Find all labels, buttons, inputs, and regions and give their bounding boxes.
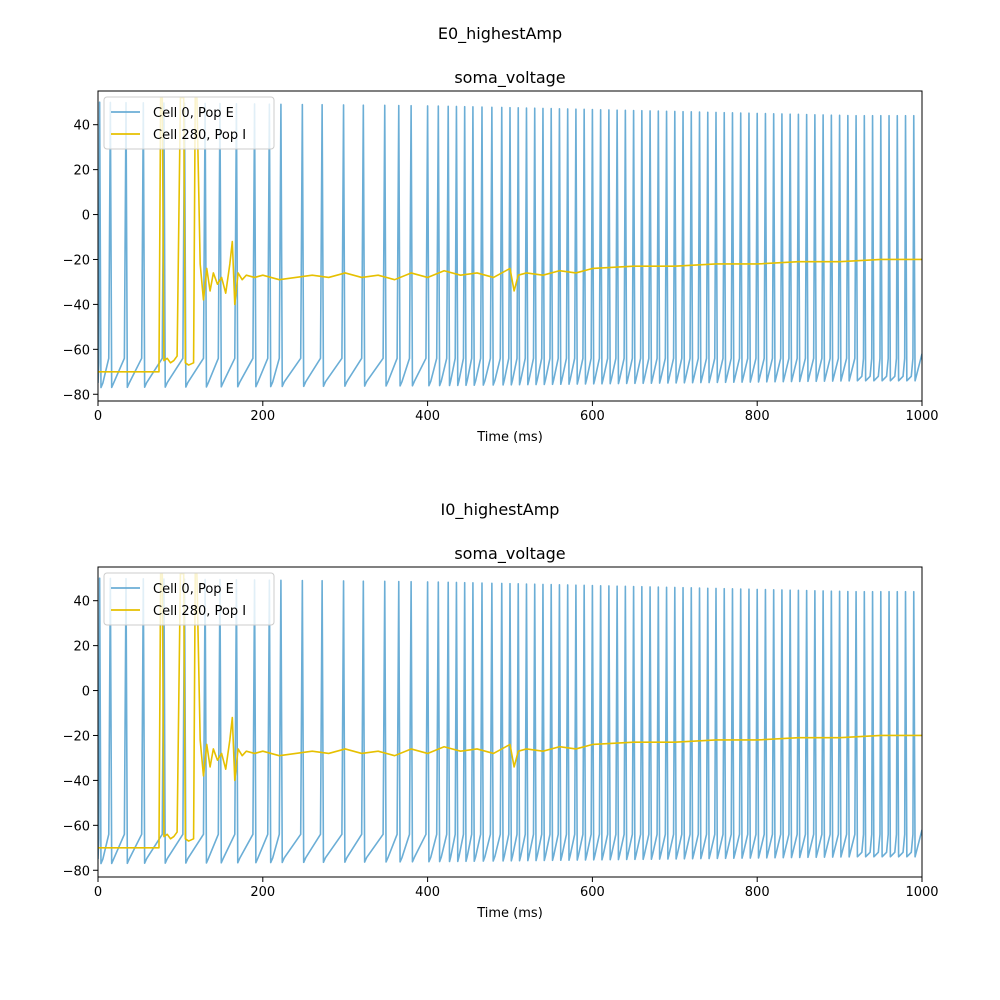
y-tick-label: −20 bbox=[63, 253, 90, 268]
x-tick-label: 600 bbox=[580, 885, 605, 900]
series-line-0 bbox=[98, 577, 922, 865]
y-tick-label: −40 bbox=[63, 774, 90, 789]
legend-label-0: Cell 0, Pop E bbox=[153, 582, 234, 597]
x-tick-label: 0 bbox=[94, 409, 102, 424]
x-tick-label: 1000 bbox=[905, 885, 938, 900]
y-tick-label: 40 bbox=[73, 595, 90, 610]
x-tick-label: 200 bbox=[250, 409, 275, 424]
legend: Cell 0, Pop E Cell 280, Pop I bbox=[103, 96, 275, 150]
figure-1-suptitle: E0_highestAmp bbox=[437, 24, 563, 43]
figure-2-suptitle: I0_highestAmp bbox=[440, 500, 560, 519]
y-tick-label: −60 bbox=[63, 343, 90, 358]
series-line-0 bbox=[98, 101, 922, 389]
axes-frame bbox=[97, 90, 923, 402]
x-axis-label: Time (ms) bbox=[476, 906, 543, 921]
axes-frame bbox=[97, 566, 923, 878]
y-tick-label: 20 bbox=[73, 640, 90, 655]
x-tick-label: 0 bbox=[94, 885, 102, 900]
legend-box bbox=[103, 96, 275, 150]
legend-label-1: Cell 280, Pop I bbox=[153, 128, 246, 143]
y-tick-label: 0 bbox=[82, 685, 90, 700]
x-tick-label: 800 bbox=[745, 885, 770, 900]
y-tick-label: 40 bbox=[73, 119, 90, 134]
y-tick-label: 0 bbox=[82, 209, 90, 224]
y-tick-label: −20 bbox=[63, 729, 90, 744]
legend-label-0: Cell 0, Pop E bbox=[153, 106, 234, 121]
x-tick-label: 600 bbox=[580, 409, 605, 424]
legend-box bbox=[103, 572, 275, 626]
y-tick-label: −60 bbox=[63, 819, 90, 834]
legend: Cell 0, Pop E Cell 280, Pop I bbox=[103, 572, 275, 626]
x-tick-label: 1000 bbox=[905, 409, 938, 424]
x-tick-label: 200 bbox=[250, 885, 275, 900]
y-tick-label: 20 bbox=[73, 164, 90, 179]
x-axis-label: Time (ms) bbox=[476, 430, 543, 445]
subplot-title: soma_voltage bbox=[454, 68, 565, 88]
x-tick-label: 800 bbox=[745, 409, 770, 424]
y-tick-label: −80 bbox=[63, 388, 90, 403]
x-tick-label: 400 bbox=[415, 409, 440, 424]
y-tick-label: −40 bbox=[63, 298, 90, 313]
subplot-title: soma_voltage bbox=[454, 544, 565, 564]
x-tick-label: 400 bbox=[415, 885, 440, 900]
y-tick-label: −80 bbox=[63, 864, 90, 879]
legend-label-1: Cell 280, Pop I bbox=[153, 604, 246, 619]
